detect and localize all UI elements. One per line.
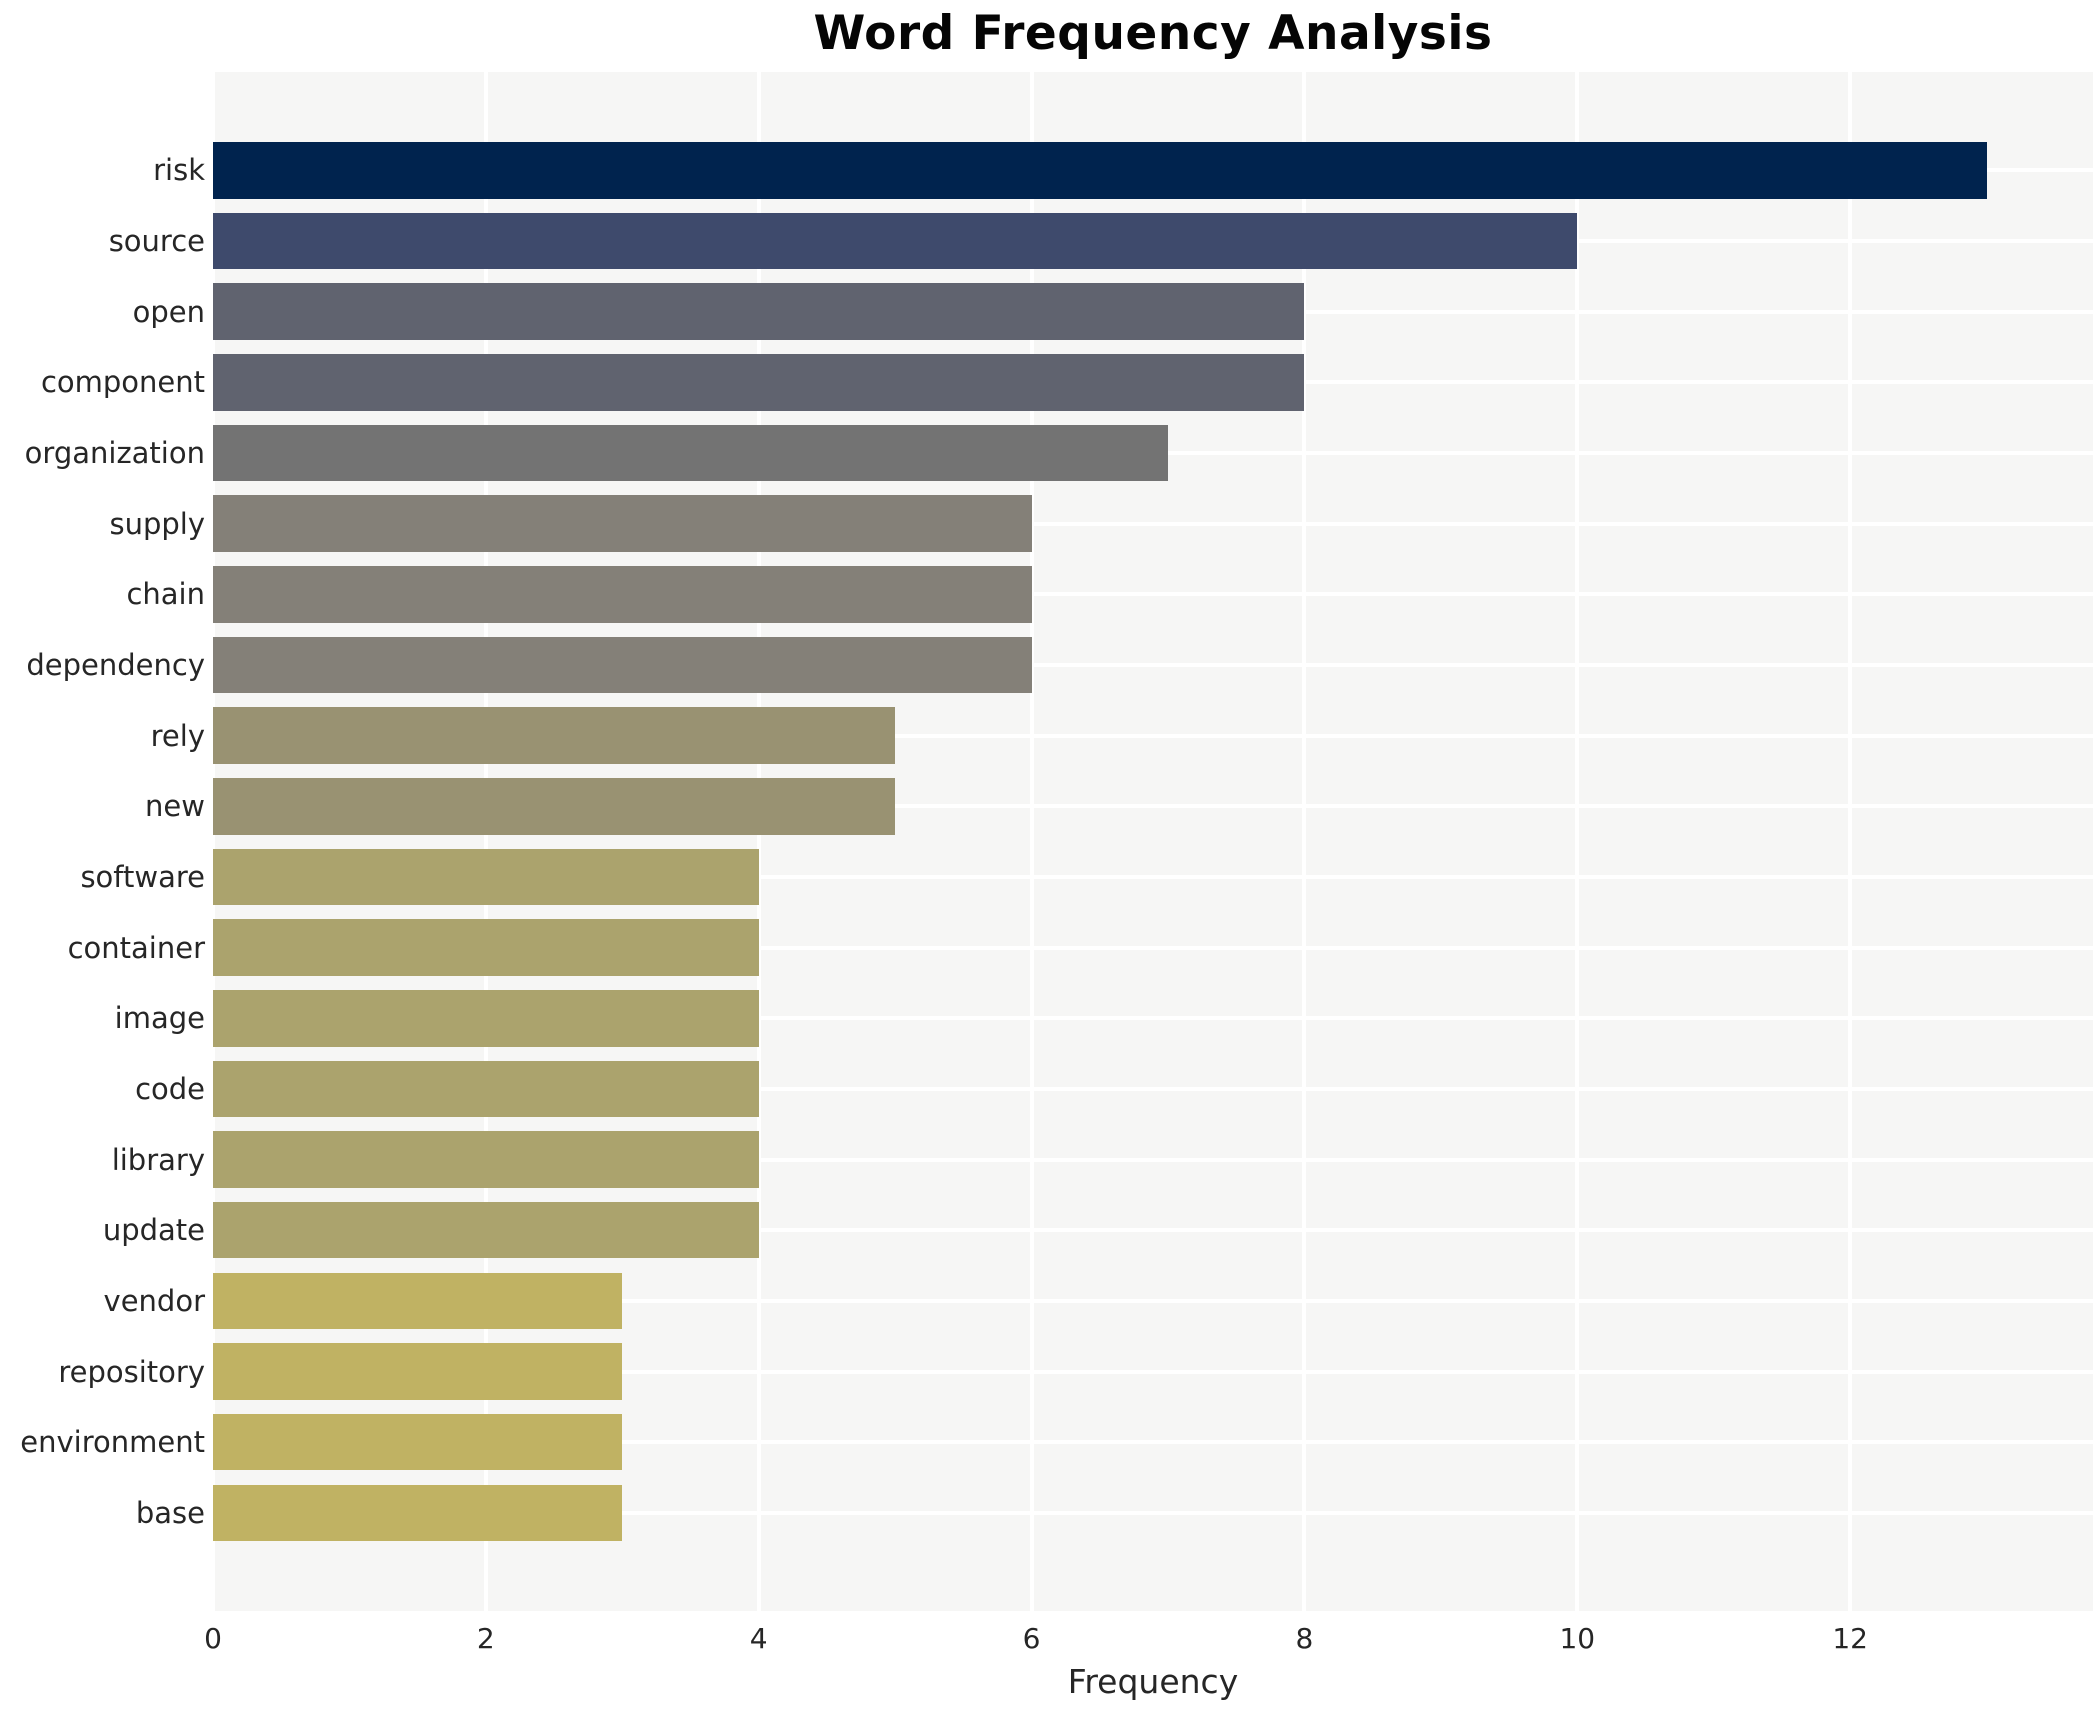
- horizontal-gridline: [213, 592, 2093, 597]
- bar-component: [213, 353, 1305, 411]
- x-tick-label-2: 2: [476, 1622, 495, 1655]
- horizontal-gridline: [213, 804, 2093, 809]
- bar-vendor: [213, 1272, 623, 1330]
- bar-source: [213, 212, 1578, 270]
- bar-chain: [213, 565, 1032, 623]
- horizontal-gridline: [213, 1510, 2093, 1515]
- horizontal-gridline: [213, 1157, 2093, 1162]
- y-tick-label-supply: supply: [109, 506, 205, 541]
- x-axis-label: Frequency: [1067, 1662, 1239, 1701]
- horizontal-gridline: [213, 1086, 2093, 1091]
- bar-library: [213, 1131, 759, 1188]
- bar-software: [213, 848, 759, 906]
- y-tick-label-library: library: [111, 1142, 205, 1177]
- horizontal-gridline: [213, 1440, 2093, 1445]
- vertical-gridline: [756, 72, 761, 1611]
- horizontal-gridline: [213, 733, 2093, 738]
- y-tick-label-environment: environment: [20, 1425, 205, 1460]
- vertical-gridline: [1029, 72, 1034, 1611]
- y-tick-label-rely: rely: [150, 718, 205, 753]
- y-tick-label-source: source: [108, 223, 205, 258]
- horizontal-gridline: [213, 874, 2093, 879]
- y-tick-label-risk: risk: [153, 153, 205, 188]
- y-tick-label-update: update: [102, 1213, 205, 1248]
- y-tick-label-repository: repository: [58, 1354, 205, 1389]
- bar-dependency: [213, 636, 1032, 694]
- y-tick-label-component: component: [40, 365, 205, 400]
- x-tick-label-4: 4: [749, 1622, 768, 1655]
- bar-image: [213, 989, 759, 1047]
- vertical-gridline: [1575, 72, 1580, 1611]
- bar-risk: [213, 142, 1987, 199]
- bar-organization: [213, 424, 1168, 482]
- x-tick-label-0: 0: [204, 1622, 222, 1655]
- bar-code: [213, 1060, 759, 1118]
- vertical-gridline: [483, 72, 488, 1611]
- y-tick-label-new: new: [145, 789, 205, 824]
- bar-base: [213, 1484, 623, 1542]
- chart-title: Word Frequency Analysis: [813, 6, 1493, 61]
- plot-area: [211, 72, 2093, 1611]
- bar-rely: [213, 707, 896, 764]
- bar-update: [213, 1201, 759, 1259]
- x-tick-label-12: 12: [1832, 1622, 1868, 1655]
- y-tick-label-base: base: [135, 1495, 205, 1530]
- y-tick-label-image: image: [114, 1001, 205, 1036]
- bar-repository: [213, 1343, 623, 1400]
- horizontal-gridline: [213, 1298, 2093, 1303]
- bar-open: [213, 283, 1305, 340]
- y-tick-label-chain: chain: [126, 577, 205, 612]
- horizontal-gridline: [213, 945, 2093, 950]
- vertical-gridline: [211, 72, 215, 1611]
- horizontal-gridline: [213, 521, 2093, 526]
- bar-environment: [213, 1413, 623, 1471]
- y-tick-label-container: container: [67, 930, 205, 965]
- y-tick-label-organization: organization: [24, 435, 205, 470]
- horizontal-gridline: [213, 1228, 2093, 1233]
- bar-supply: [213, 495, 1032, 552]
- vertical-gridline: [1848, 72, 1853, 1611]
- y-tick-label-code: code: [135, 1071, 205, 1106]
- horizontal-gridline: [213, 1016, 2093, 1021]
- bar-container: [213, 919, 759, 976]
- x-tick-label-8: 8: [1295, 1622, 1314, 1655]
- vertical-gridline: [1302, 72, 1307, 1611]
- y-tick-label-dependency: dependency: [26, 647, 205, 682]
- y-tick-label-software: software: [80, 859, 205, 894]
- horizontal-gridline: [213, 1369, 2093, 1374]
- x-tick-label-6: 6: [1022, 1622, 1041, 1655]
- y-tick-label-open: open: [132, 294, 205, 329]
- bar-new: [213, 777, 896, 835]
- x-tick-label-10: 10: [1559, 1622, 1596, 1655]
- y-tick-label-vendor: vendor: [103, 1283, 205, 1318]
- horizontal-gridline: [213, 662, 2093, 667]
